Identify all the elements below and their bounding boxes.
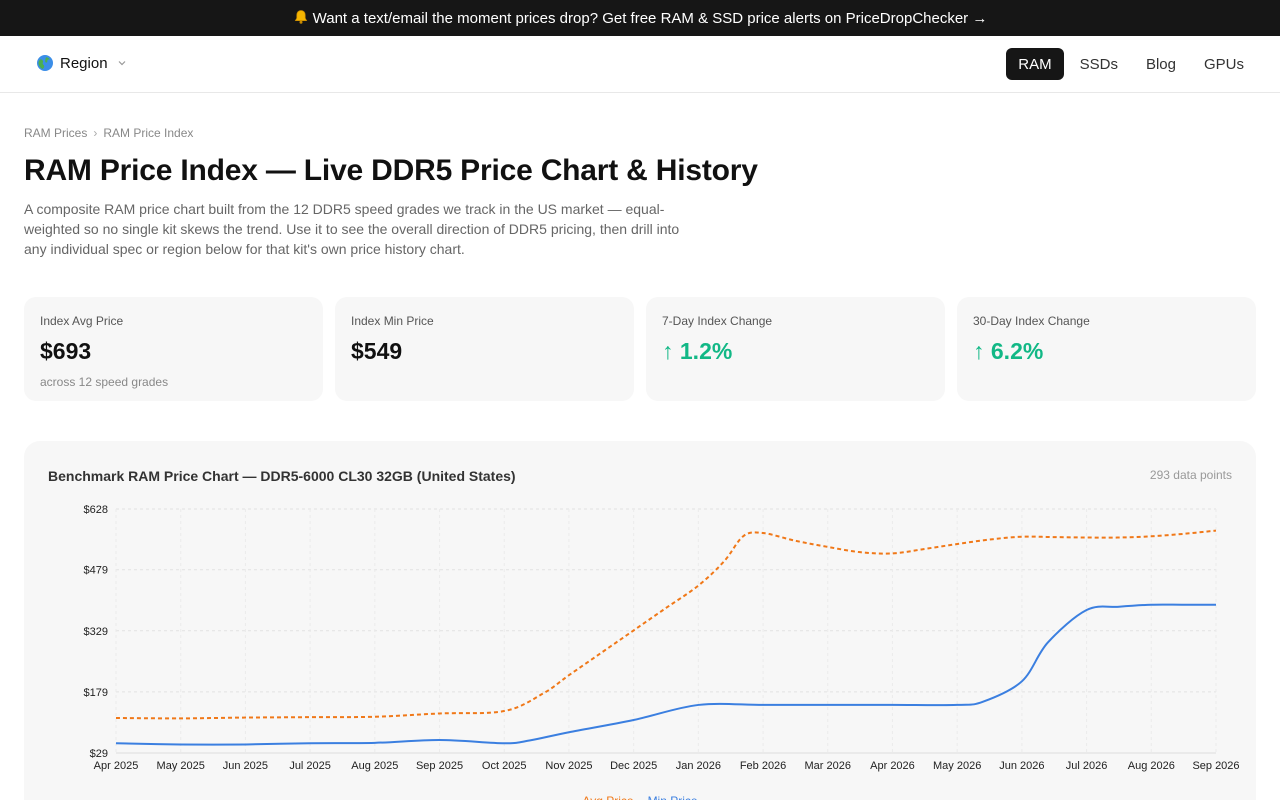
nav-link-ssds[interactable]: SSDs xyxy=(1079,55,1118,73)
stat-value: ↑ 6.2% xyxy=(973,338,1044,364)
x-tick-label: Oct 2025 xyxy=(482,760,527,772)
breadcrumb-ram-prices[interactable]: RAM Prices xyxy=(24,126,88,140)
stat-value: $693 xyxy=(40,338,92,364)
y-tick-label: $628 xyxy=(84,504,108,516)
stat-card-min-price: Index Min Price $549 xyxy=(335,297,634,401)
promo-text[interactable]: Want a text/email the moment prices drop… xyxy=(312,9,988,27)
breadcrumb-ram-price-index[interactable]: RAM Price Index xyxy=(103,126,194,140)
x-tick-label: Sep 2026 xyxy=(1192,760,1239,772)
top-navigation: Region RAM SSDs Blog GPUs xyxy=(0,36,1280,93)
page-title: RAM Price Index — Live DDR5 Price Chart … xyxy=(24,154,758,187)
y-tick-label: $329 xyxy=(84,626,108,638)
x-tick-label: May 2025 xyxy=(157,760,205,772)
region-selector[interactable]: Region xyxy=(36,54,128,72)
x-tick-label: Nov 2025 xyxy=(545,760,592,772)
chevron-down-icon xyxy=(118,61,125,66)
chart-data-count: 293 data points xyxy=(1149,468,1232,482)
stat-card-30day-change: 30-Day Index Change ↑ 6.2% xyxy=(957,297,1256,401)
price-chart[interactable]: $29 $179 $329 $479 $628 Apr 2025 May 2025 Jun 2… xyxy=(24,441,1256,800)
stat-label: 7-Day Index Change xyxy=(662,314,773,328)
x-tick-label: Dec 2025 xyxy=(610,760,657,772)
nav-link-blog[interactable]: Blog xyxy=(1145,55,1176,73)
x-tick-label: May 2026 xyxy=(933,760,981,772)
breadcrumb: RAM Prices › RAM Price Index xyxy=(24,126,193,140)
stat-card-avg-price: Index Avg Price $693 across 12 speed gra… xyxy=(24,297,323,401)
stat-value: ↑ 1.2% xyxy=(662,338,733,364)
x-tick-label: Apr 2026 xyxy=(870,760,915,772)
x-tick-label: Sep 2025 xyxy=(416,760,463,772)
stats-row: Index Avg Price $693 across 12 speed gra… xyxy=(24,297,1256,401)
breadcrumb-separator: › xyxy=(93,126,98,140)
x-tick-label: Mar 2026 xyxy=(805,760,851,772)
stat-label: 30-Day Index Change xyxy=(973,314,1090,328)
bell-icon xyxy=(294,10,307,24)
x-tick-label: Jul 2025 xyxy=(289,760,331,772)
stat-label: Index Min Price xyxy=(351,314,434,328)
stat-label: Index Avg Price xyxy=(40,314,124,328)
y-tick-label: $179 xyxy=(84,687,108,699)
promo-banner[interactable]: Want a text/email the moment prices drop… xyxy=(0,0,1280,36)
stat-subtext: across 12 speed grades xyxy=(40,375,169,389)
primary-nav-links: RAM SSDs Blog GPUs xyxy=(1006,48,1256,80)
x-tick-label: Feb 2026 xyxy=(740,760,786,772)
page-description: A composite RAM price chart built from t… xyxy=(24,201,680,257)
stat-value: $549 xyxy=(351,338,403,364)
y-tick-label: $479 xyxy=(84,565,108,577)
legend-item[interactable]: Min Price xyxy=(648,794,698,800)
chart-legend: Avg Price Min Price xyxy=(24,794,1256,800)
chart-title: Benchmark RAM Price Chart — DDR5-6000 CL… xyxy=(48,468,516,484)
x-tick-label: Jun 2026 xyxy=(999,760,1044,772)
x-tick-label: Jun 2025 xyxy=(223,760,268,772)
x-tick-label: Jul 2026 xyxy=(1066,760,1108,772)
globe-icon xyxy=(37,55,53,71)
nav-link-ram[interactable]: RAM xyxy=(1006,48,1064,80)
x-tick-label: Apr 2025 xyxy=(94,760,139,772)
legend-item[interactable]: Avg Price xyxy=(582,794,633,800)
nav-link-gpus[interactable]: GPUs xyxy=(1203,55,1244,73)
region-label[interactable]: Region xyxy=(60,54,108,72)
x-tick-label: Aug 2025 xyxy=(351,760,398,772)
y-tick-label: $29 xyxy=(90,748,108,760)
stat-card-7day-change: 7-Day Index Change ↑ 1.2% xyxy=(646,297,945,401)
price-chart-card: $29 $179 $329 $479 $628 Apr 2025 May 2025 Jun 2… xyxy=(24,441,1256,800)
x-tick-label: Jan 2026 xyxy=(676,760,721,772)
series-line-min-price xyxy=(115,603,1216,746)
series-line-avg-price xyxy=(115,529,1217,720)
x-tick-label: Aug 2026 xyxy=(1128,760,1175,772)
